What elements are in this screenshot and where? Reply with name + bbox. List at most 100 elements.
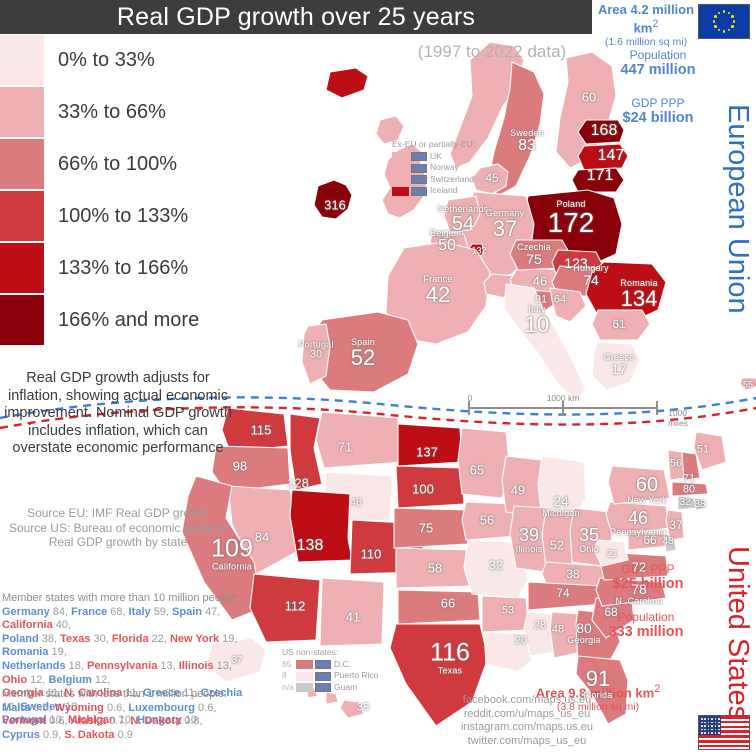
- state-vermont: [667, 449, 685, 481]
- country-bulgaria: [591, 309, 651, 341]
- social-links-block[interactable]: facebook.com/maps.us.eu reddit.com/u/maps…: [452, 694, 602, 748]
- iceland-flag-icon: [411, 186, 427, 196]
- sources-block: Source EU: IMF Real GDP growth Source US:…: [2, 506, 234, 550]
- state-utah: [289, 489, 353, 563]
- title-bar: Real GDP growth over 25 years: [0, 0, 592, 34]
- state-florida: [575, 655, 629, 725]
- social-link[interactable]: facebook.com/maps.us.eu: [462, 694, 592, 706]
- us-star: [711, 718, 713, 720]
- dc-flag-icon: [315, 660, 331, 669]
- stat-value: 0.9,: [42, 728, 65, 741]
- social-link[interactable]: reddit.com/u/maps_us_eu: [463, 707, 591, 720]
- country-norway: [449, 41, 525, 169]
- stat-value: 11,: [125, 687, 143, 700]
- state-maine: [693, 431, 727, 471]
- usa-map-group: [181, 407, 727, 727]
- inset-swatch: [296, 683, 313, 692]
- state-connecticut: [677, 495, 697, 511]
- scale-bar: 0 1000 km 1000 miles: [468, 393, 688, 428]
- us-non-states-legend: US non-states: 65 D.C. 8 Puerto Rico n/a Guam: [282, 647, 378, 694]
- us-star: [707, 728, 710, 731]
- scale-tick-1000km: 1000 km: [546, 393, 580, 403]
- legend-swatch: [0, 139, 44, 189]
- legend-label: 166% and more: [58, 308, 200, 331]
- inset-row: Iceland: [392, 186, 475, 196]
- state-minnesota: [457, 427, 511, 499]
- state-kansas: [395, 547, 473, 589]
- stat-name: Poland: [2, 632, 42, 645]
- eu-gdp-label: GDP PPP: [631, 96, 685, 110]
- legend-row: 0% to 33%: [0, 34, 250, 86]
- guam-flag-icon: [315, 683, 331, 692]
- country-france: [385, 241, 491, 345]
- eu-flag-icon: [698, 4, 750, 39]
- stat-name: N. Carolina: [64, 687, 126, 700]
- eu-star: [727, 11, 731, 15]
- us-stripe: [699, 740, 749, 743]
- inset-row: 8 Puerto Rico: [282, 671, 378, 681]
- stat-name: Vermont: [2, 715, 50, 728]
- us-flag-icon: [698, 715, 750, 750]
- us-info-panel: GDP PPP $25 billion Population 333 milli…: [536, 546, 756, 754]
- legend-swatch: [0, 87, 44, 137]
- inset-label: Norway: [430, 162, 459, 173]
- inset-swatch: [392, 152, 409, 161]
- state-alaska: [205, 637, 267, 683]
- inset-row: Switzerland: [392, 174, 475, 185]
- state-new-york: [607, 465, 671, 505]
- eu-gdp-block: GDP PPP $24 billion: [608, 96, 708, 126]
- state-rhode-island: [693, 497, 707, 511]
- stat-value: 19,: [222, 632, 238, 645]
- country-italy: [503, 283, 587, 401]
- stat-value: 0.8,: [184, 715, 203, 728]
- us-star: [704, 732, 706, 734]
- eu-star: [731, 15, 734, 18]
- stat-name: Sweden: [20, 700, 65, 713]
- us-star: [701, 721, 703, 724]
- us-population-value: 333 million: [608, 624, 684, 640]
- state-new-jersey: [665, 509, 685, 541]
- us-star: [701, 728, 703, 731]
- norway-flag-icon: [411, 163, 427, 173]
- eu-star: [731, 25, 734, 28]
- social-link[interactable]: instagram.com/maps.us.eu: [460, 721, 594, 733]
- inset-value: 65: [282, 658, 292, 669]
- eu-star: [722, 30, 726, 33]
- stat-value: 30,: [93, 632, 112, 645]
- stat-name: Czechia: [200, 687, 243, 700]
- inset-swatch: [296, 671, 313, 681]
- state-texas: [389, 623, 489, 727]
- inset-value: 8: [282, 670, 287, 681]
- stat-name: N. Dakota: [130, 715, 185, 728]
- us-star: [701, 725, 703, 727]
- inset-label: Puerto Rico: [334, 670, 379, 681]
- eu-gdp-value: $24 billion: [622, 110, 694, 126]
- stats-line: Vermont 0.6, Alaska 0.7, N. Dakota 0.8,: [2, 715, 252, 729]
- country-sweden: [487, 61, 545, 197]
- inset-swatch: [392, 186, 409, 196]
- social-link[interactable]: twitter.com/maps_us_eu: [467, 734, 587, 747]
- eu-star: [712, 20, 716, 23]
- country-estonia: [577, 119, 625, 145]
- stat-value: 11,: [183, 687, 201, 700]
- us-star: [707, 725, 710, 727]
- eu-area-sub: (1.6 million sq mi): [604, 36, 688, 49]
- us-star: [701, 732, 703, 734]
- us-star: [707, 721, 710, 724]
- country-cyprus: [739, 377, 756, 391]
- country-denmark: [471, 163, 509, 195]
- us-star: [711, 732, 713, 734]
- uk-flag-icon: [411, 152, 427, 161]
- inset-header: Ex-EU or partially-EU:: [392, 139, 476, 149]
- stats-header: Member states with more than 10 million …: [2, 592, 239, 604]
- us-star: [707, 732, 710, 734]
- stat-name: S. Dakota: [64, 728, 118, 741]
- us-population-block: Population 333 million: [590, 610, 702, 640]
- stat-value: 18,: [68, 659, 87, 672]
- country-portugal: [301, 323, 331, 385]
- page-subtitle: (1997 to 2022 data): [417, 42, 567, 61]
- us-star: [704, 728, 706, 731]
- stat-name: Wyoming: [54, 701, 107, 714]
- stat-value: 10,: [118, 714, 138, 727]
